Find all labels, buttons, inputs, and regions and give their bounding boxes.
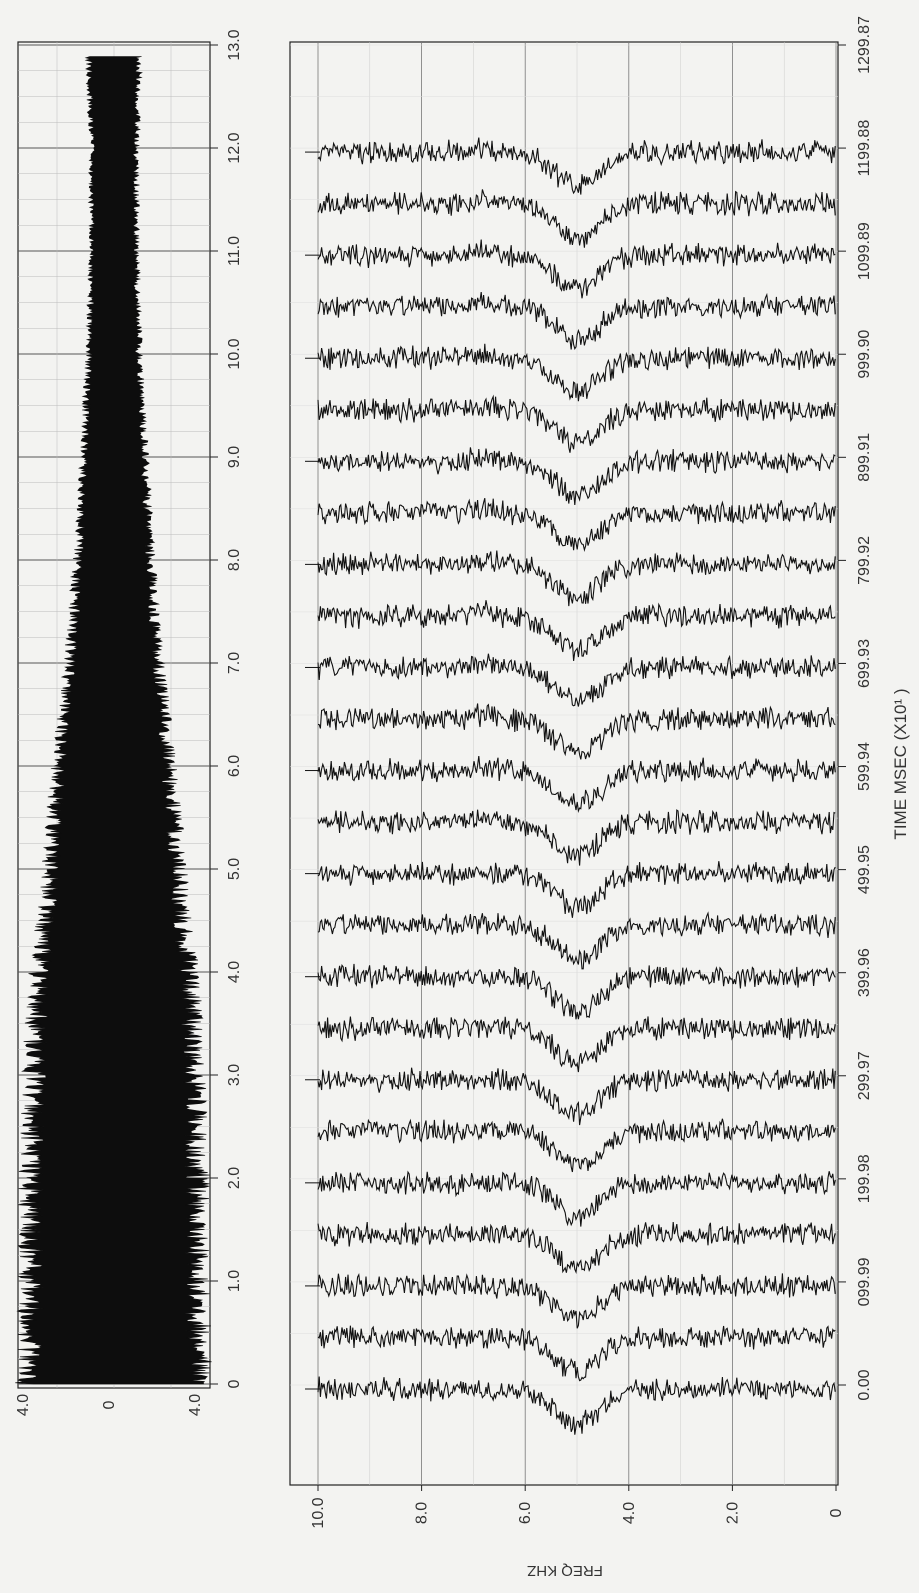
spectrogram-trace xyxy=(317,1170,836,1227)
spectrogram-panel: 0.00 099.99 199.98 299.97 399.96 499.95 599.94… xyxy=(289,16,910,1579)
spectrogram-trace xyxy=(317,343,836,402)
waveform-amplitude-tick-label: 0 xyxy=(101,1400,118,1409)
spectrogram-trace xyxy=(317,1118,836,1173)
waveform-amplitude-tick-label: 4.0 xyxy=(15,1394,32,1416)
spectrogram-trace xyxy=(317,1067,836,1126)
spectrogram-time-tick-label: 699.93 xyxy=(856,639,873,688)
spectrogram-time-tick-label: 299.97 xyxy=(856,1051,873,1100)
x-axis-title: TIME MSEC (X10¹ ) xyxy=(891,688,910,839)
spectrogram-time-tick-label: 1299.87 xyxy=(856,16,873,74)
waveform-time-tick-label: 6.0 xyxy=(226,755,243,777)
spectrogram-trace xyxy=(317,963,836,1020)
spectrogram-frame xyxy=(289,41,839,1486)
waveform-time-tick-label: 9.0 xyxy=(226,446,243,468)
waveform-time-ticks: 0 1.0 2.0 3.0 4.0 5.0 6.0 7.0 8.0 9.0 10.0 11.0 12.0… xyxy=(210,29,243,1388)
spectrogram-time-ticks: 0.00 099.99 199.98 299.97 399.96 499.95 599.94… xyxy=(838,16,873,1401)
waveform-time-tick-label: 13.0 xyxy=(226,29,243,60)
spectrogram-time-tick-label: 999.90 xyxy=(856,330,873,379)
spectrogram-frequency-tick-label: 2.0 xyxy=(724,1502,741,1524)
spectrogram-time-tick-label: 199.98 xyxy=(856,1154,873,1203)
spectrogram-time-tick-label: 0.00 xyxy=(856,1369,873,1400)
spectrogram-trace xyxy=(317,394,836,453)
waveform-time-tick-label: 3.0 xyxy=(226,1064,243,1086)
waveform-time-tick-label: 4.0 xyxy=(226,961,243,983)
spectrogram-time-tick-label: 099.99 xyxy=(856,1257,873,1306)
spectrogram-time-tick-label: 899.91 xyxy=(856,433,873,482)
waveform-time-tick-label: 1.0 xyxy=(226,1270,243,1292)
spectrogram-time-tick-label: 599.94 xyxy=(856,742,873,791)
waveform-time-tick-label: 10.0 xyxy=(226,338,243,369)
spectrogram-time-tick-label: 1199.88 xyxy=(856,120,873,177)
spectrogram-trace xyxy=(317,447,836,506)
waveform-time-tick-label: 0 xyxy=(226,1379,243,1388)
spectrogram-trace xyxy=(317,911,836,970)
spectrogram-trace xyxy=(317,600,836,661)
waveform-panel: 4.0 0 4.0 0 1.0 2.0 3.0 4.0 5.0 6.0 7.0 8.0 9.0 10.0… xyxy=(15,29,243,1416)
spectrogram-trace xyxy=(317,653,836,707)
waveform-time-tick-label: 12.0 xyxy=(226,132,243,163)
spectrogram-frequency-tick-label: 4.0 xyxy=(621,1502,638,1524)
spectrogram-trace xyxy=(317,137,836,195)
spectrogram-time-tick-label: 399.96 xyxy=(856,948,873,997)
spectrogram-trace xyxy=(317,1376,836,1435)
y-axis-title: FREQ KHZ xyxy=(527,1562,603,1579)
spectrogram-traces xyxy=(305,137,836,1435)
spectrogram-frequency-tick-label: 0 xyxy=(828,1508,845,1517)
spectrogram-trace xyxy=(317,550,836,607)
spectrogram-frequency-ticks: 10.0 8.0 6.0 4.0 2.0 0 xyxy=(310,1485,845,1529)
spectrogram-trace xyxy=(317,1222,836,1274)
spectrogram-trace xyxy=(317,1273,836,1329)
spectrogram-trace xyxy=(317,189,836,248)
spectrogram-trace xyxy=(317,1325,836,1382)
spectrogram-frequency-tick-label: 8.0 xyxy=(414,1502,431,1524)
waveform-time-tick-label: 8.0 xyxy=(226,549,243,571)
spectrogram-trace xyxy=(317,861,836,918)
waveform-time-tick-label: 2.0 xyxy=(226,1167,243,1189)
spectrogram-trace xyxy=(317,292,836,351)
spectrogram-frequency-tick-label: 10.0 xyxy=(310,1497,327,1528)
waveform-time-tick-label: 7.0 xyxy=(226,652,243,674)
waveform-time-tick-label: 5.0 xyxy=(226,858,243,880)
spectrogram-time-tick-label: 499.95 xyxy=(856,845,873,894)
spectrogram-trace xyxy=(317,497,836,553)
spectrogram-trace xyxy=(317,703,836,760)
waveform-envelope xyxy=(15,56,212,1385)
spectrogram-frequency-tick-label: 6.0 xyxy=(517,1502,534,1524)
waveform-time-tick-label: 11.0 xyxy=(226,236,243,266)
spectrogram-trace xyxy=(317,756,836,813)
spectrogram-time-tick-label: 799.92 xyxy=(856,536,873,585)
spectrogram-time-tick-label: 1099.89 xyxy=(856,222,873,280)
spectrogram-trace xyxy=(317,1016,836,1073)
waveform-amplitude-ticks: 4.0 0 4.0 xyxy=(15,1394,204,1416)
waveform-amplitude-tick-label: 4.0 xyxy=(187,1394,204,1416)
spectrogram-trace xyxy=(317,809,836,866)
spectrogram-trace xyxy=(317,239,836,299)
